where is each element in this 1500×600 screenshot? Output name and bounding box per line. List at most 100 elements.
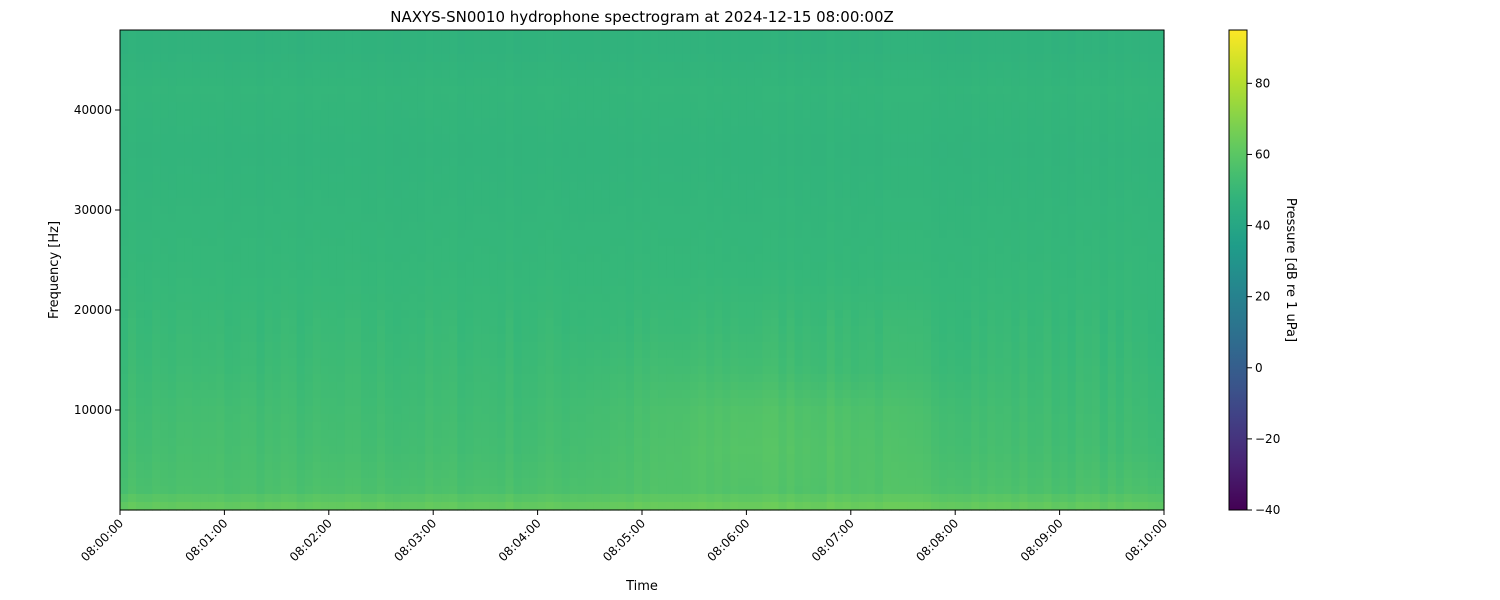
heatmap-cell: [947, 166, 956, 175]
heatmap-cell: [818, 262, 828, 271]
heatmap-cell: [1131, 278, 1141, 287]
heatmap-cell: [714, 270, 723, 279]
heatmap-cell: [120, 110, 129, 119]
heatmap-cell: [473, 286, 482, 295]
heatmap-cell: [1019, 38, 1029, 47]
heatmap-cell: [585, 254, 595, 263]
heatmap-cell: [505, 46, 515, 55]
heatmap-cell: [192, 206, 201, 215]
heatmap-cell: [1027, 198, 1037, 207]
heatmap-cell: [529, 158, 539, 167]
heatmap-cell: [907, 94, 916, 103]
heatmap-cell: [963, 110, 972, 119]
heatmap-cell: [425, 286, 434, 295]
heatmap-cell: [328, 230, 338, 239]
heatmap-cell: [826, 30, 836, 39]
heatmap-cell: [393, 270, 402, 279]
heatmap-cell: [666, 262, 675, 271]
heatmap-cell: [850, 238, 860, 247]
heatmap-cell: [850, 102, 860, 111]
heatmap-cell: [1027, 134, 1037, 143]
heatmap-cell: [1147, 310, 1157, 319]
heatmap-cell: [409, 174, 418, 183]
heatmap-cell: [714, 294, 723, 303]
heatmap-cell: [995, 198, 1004, 207]
heatmap-cell: [1147, 46, 1157, 55]
heatmap-cell: [754, 326, 764, 335]
heatmap-cell: [915, 86, 924, 95]
heatmap-cell: [152, 214, 161, 223]
heatmap-cell: [706, 110, 715, 119]
heatmap-cell: [939, 326, 948, 335]
heatmap-cell: [1051, 54, 1061, 63]
heatmap-cell: [200, 278, 209, 287]
heatmap-cell: [160, 182, 169, 191]
heatmap-cell: [690, 102, 699, 111]
heatmap-cell: [890, 206, 900, 215]
heatmap-cell: [368, 78, 378, 87]
heatmap-cell: [802, 294, 812, 303]
heatmap-cell: [433, 126, 442, 135]
heatmap-cell: [120, 182, 129, 191]
heatmap-cell: [802, 238, 812, 247]
heatmap-cell: [722, 238, 731, 247]
heatmap-cell: [184, 78, 193, 87]
heatmap-cell: [690, 302, 699, 311]
heatmap-cell: [674, 78, 683, 87]
heatmap-cell: [778, 254, 788, 263]
heatmap-cell: [280, 46, 290, 55]
heatmap-cell: [232, 182, 242, 191]
heatmap-cell: [393, 86, 402, 95]
heatmap-cell: [312, 110, 322, 119]
heatmap-cell: [352, 118, 362, 127]
heatmap-cell: [344, 182, 354, 191]
heatmap-cell: [939, 294, 948, 303]
heatmap-cell: [666, 214, 675, 223]
heatmap-cell: [208, 126, 217, 135]
heatmap-cell: [465, 334, 474, 343]
heatmap-cell: [1075, 102, 1085, 111]
heatmap-cell: [553, 102, 563, 111]
heatmap-cell: [947, 94, 956, 103]
heatmap-cell: [650, 62, 659, 71]
heatmap-cell: [1123, 286, 1133, 295]
heatmap-cell: [152, 62, 161, 71]
heatmap-cell: [907, 54, 916, 63]
heatmap-cell: [794, 302, 804, 311]
heatmap-cell: [553, 254, 563, 263]
heatmap-cell: [834, 126, 844, 135]
heatmap-cell: [842, 286, 852, 295]
heatmap-cell: [465, 134, 474, 143]
heatmap-cell: [553, 118, 563, 127]
heatmap-cell: [1075, 238, 1085, 247]
heatmap-cell: [923, 94, 932, 103]
heatmap-cell: [633, 70, 643, 79]
heatmap-cell: [738, 326, 747, 335]
heatmap-cell: [1083, 38, 1093, 47]
heatmap-cell: [778, 230, 788, 239]
heatmap-cell: [826, 118, 836, 127]
heatmap-cell: [545, 102, 555, 111]
heatmap-cell: [658, 46, 667, 55]
heatmap-cell: [746, 174, 756, 183]
heatmap-cell: [336, 62, 346, 71]
heatmap-cell: [481, 70, 491, 79]
heatmap-cell: [1091, 198, 1101, 207]
heatmap-cell: [754, 278, 764, 287]
heatmap-cell: [344, 102, 354, 111]
heatmap-cell: [1011, 294, 1021, 303]
heatmap-cell: [746, 38, 756, 47]
heatmap-cell: [304, 326, 314, 335]
heatmap-cell: [714, 326, 723, 335]
heatmap-cell: [810, 54, 820, 63]
heatmap-cell: [730, 262, 739, 271]
heatmap-cell: [1027, 46, 1037, 55]
heatmap-cell: [898, 134, 908, 143]
heatmap-cell: [425, 214, 434, 223]
heatmap-cell: [642, 310, 651, 319]
heatmap-cell: [609, 38, 619, 47]
heatmap-cell: [561, 278, 571, 287]
heatmap-cell: [505, 222, 515, 231]
heatmap-cell: [473, 262, 482, 271]
heatmap-cell: [955, 94, 964, 103]
